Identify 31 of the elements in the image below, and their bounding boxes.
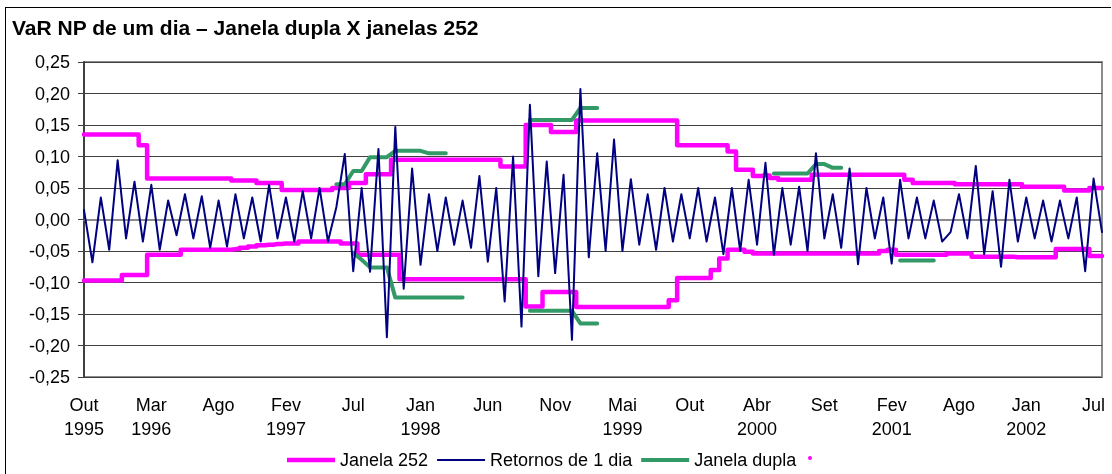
- chart-title: VaR NP de um dia – Janela dupla X janelas 252: [12, 16, 479, 39]
- x-tick-label: Ago: [202, 395, 235, 415]
- x-tick-label: Ago: [942, 395, 975, 415]
- x-tick-label: Fev 2001: [871, 395, 912, 439]
- x-tick-label: Jul: [341, 395, 365, 415]
- y-tick-label: 0,00: [34, 209, 70, 230]
- y-tick-label: 0,25: [34, 52, 70, 72]
- x-tick-label: Set: [810, 395, 838, 415]
- x-tick-label: Mai 1999: [602, 395, 643, 439]
- x-tick-label: Jul: [1082, 395, 1106, 415]
- y-tick-label: -0,05: [28, 241, 70, 261]
- y-tick-label: -0,20: [28, 335, 70, 356]
- y-tick-label: -0,10: [28, 272, 70, 293]
- legend-label: Retornos de 1 dia: [490, 450, 634, 470]
- y-tick-label: 0,15: [34, 115, 70, 135]
- legend-label: Janela 252: [340, 450, 429, 470]
- y-tick-label: -0,25: [28, 367, 70, 387]
- y-tick-label: 0,20: [34, 83, 70, 104]
- legend-label: Janela dupla: [694, 450, 798, 470]
- x-tick-label: Out: [675, 395, 705, 415]
- x-tick-label: Out 1995: [63, 395, 105, 439]
- x-tick-label: Nov: [539, 395, 572, 415]
- y-tick-label: 0,10: [34, 146, 70, 167]
- x-tick-label: Jan 1998: [400, 395, 441, 439]
- x-tick-label: Jan 2002: [1006, 395, 1047, 439]
- x-tick-label: Mar 1996: [131, 395, 172, 439]
- x-tick-label: Fev 1997: [265, 395, 306, 439]
- y-tick-label: 0,05: [34, 178, 70, 198]
- x-tick-label: Jun: [473, 395, 503, 415]
- x-tick-label: Abr 2000: [737, 395, 778, 439]
- y-tick-label: -0,15: [28, 304, 70, 324]
